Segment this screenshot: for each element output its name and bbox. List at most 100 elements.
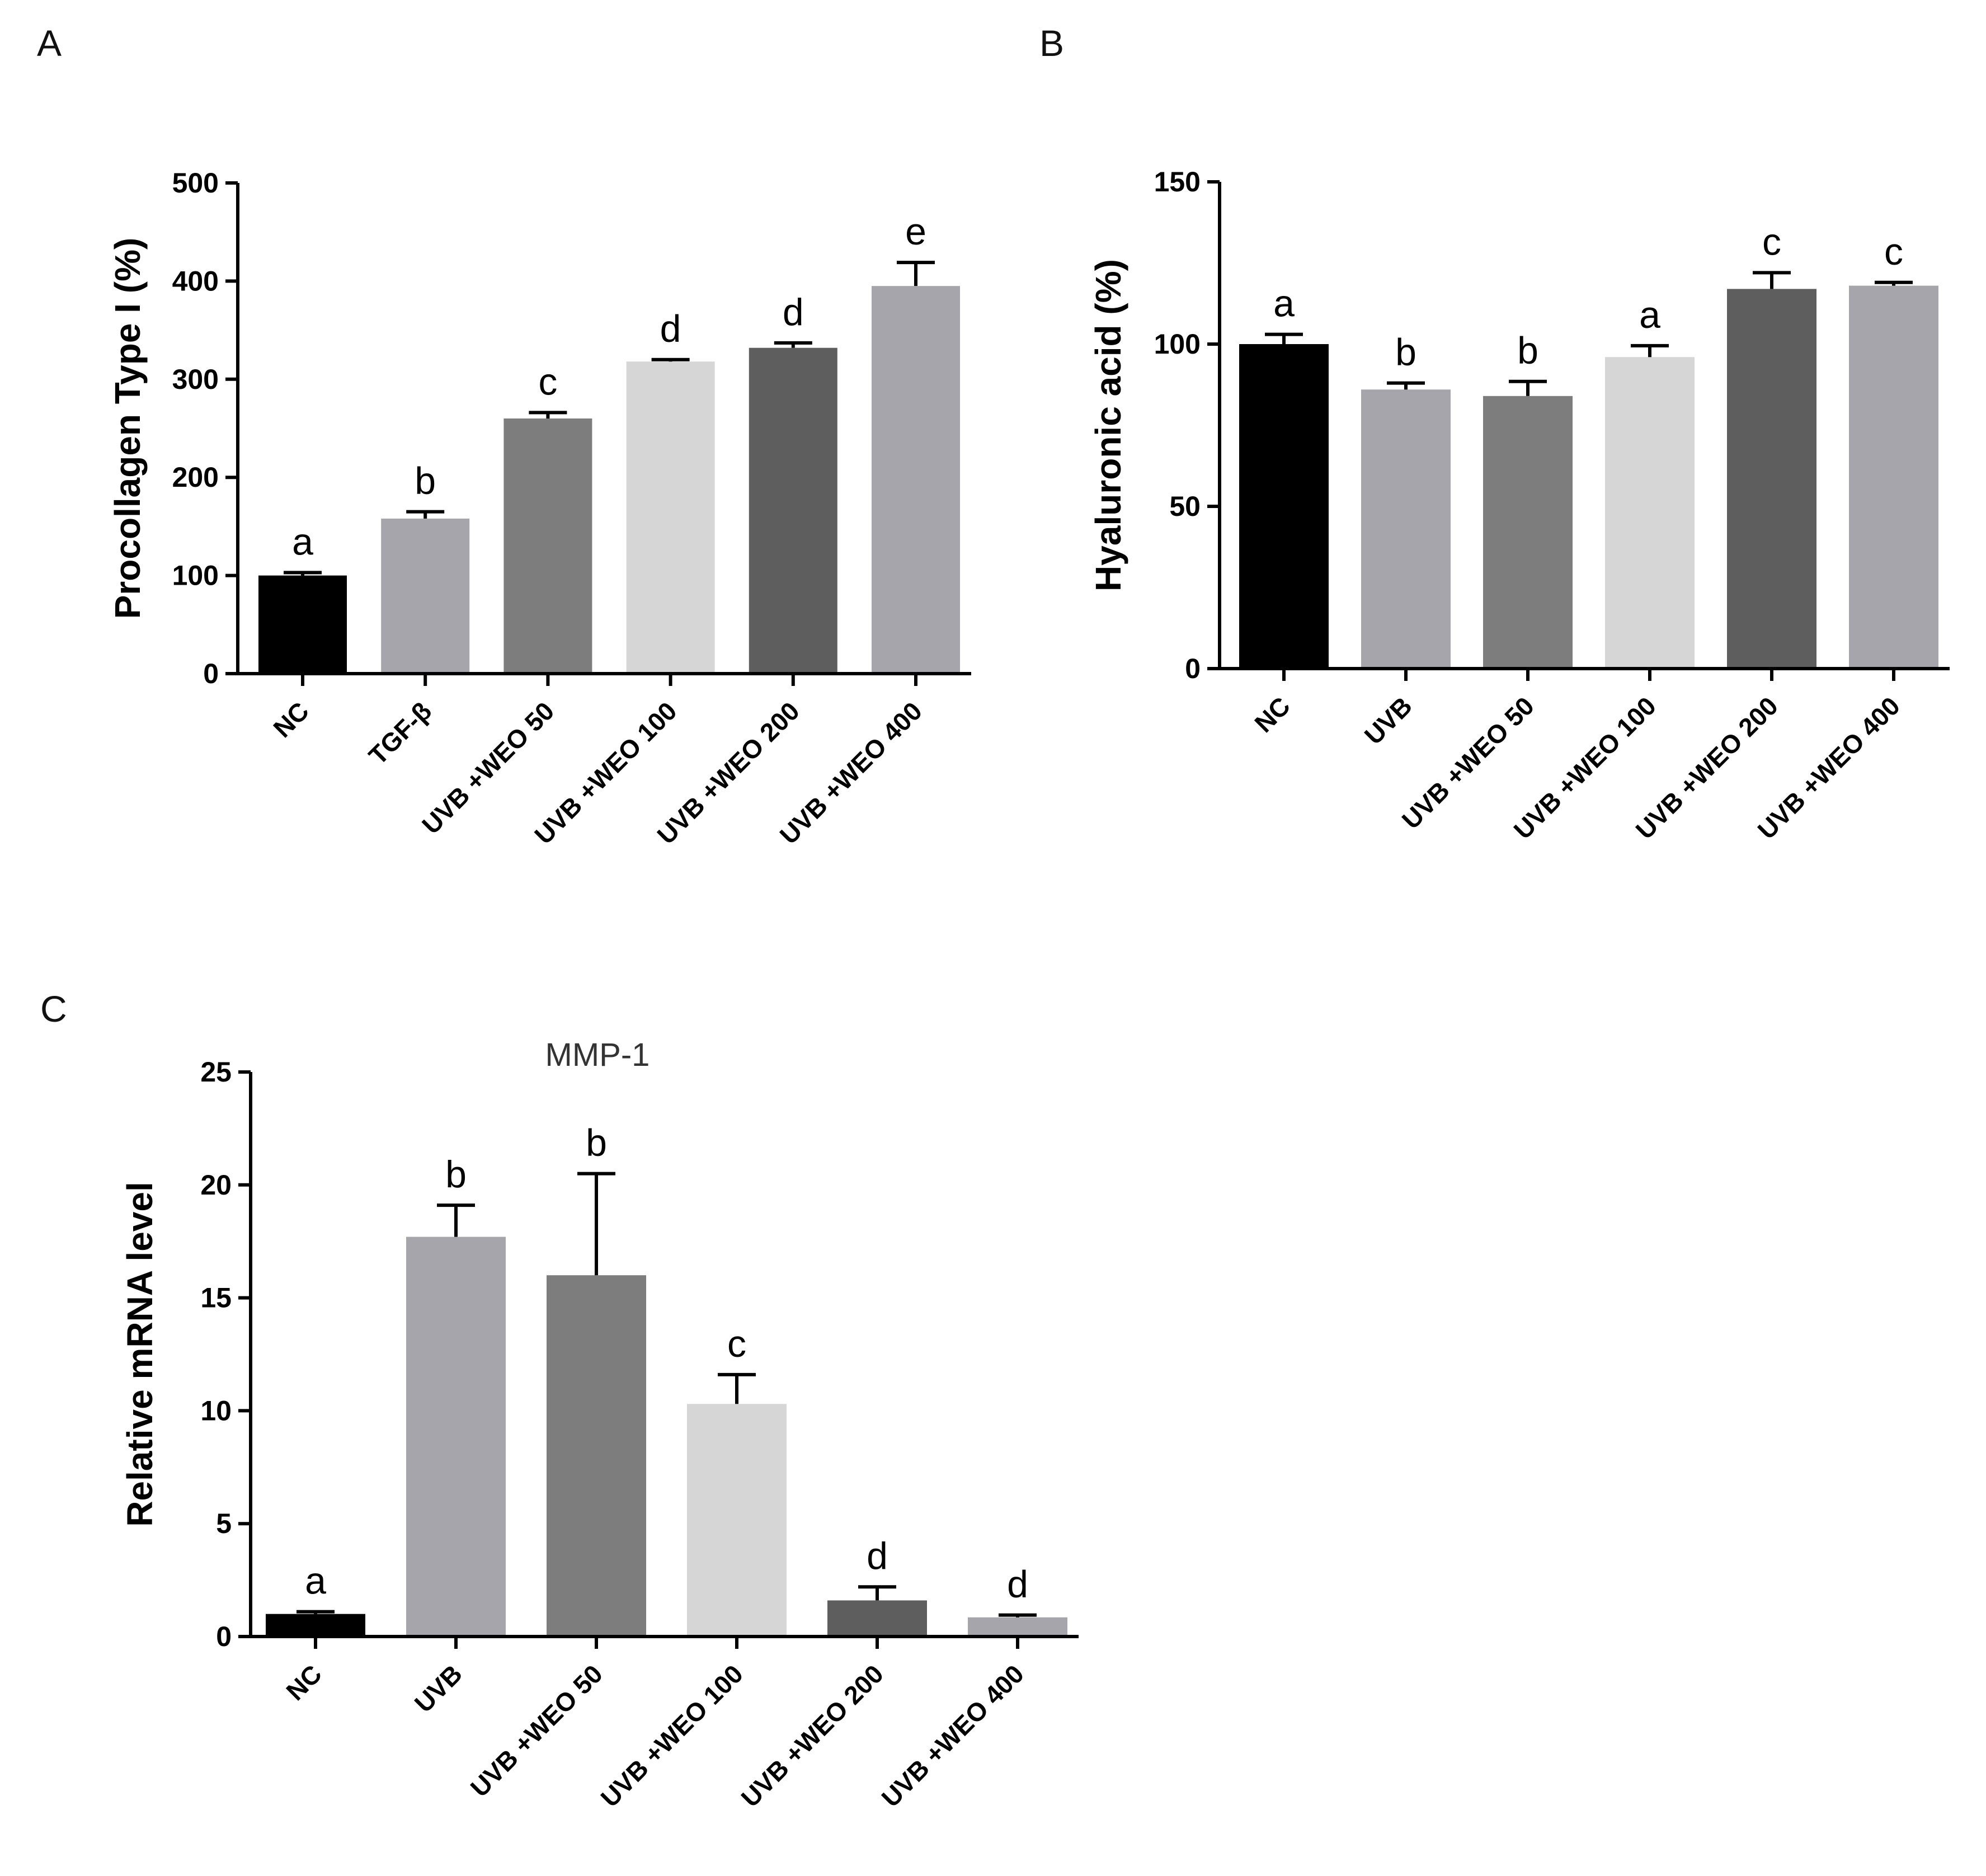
panel-c-category-label: UVB +WEO 50	[465, 1659, 608, 1802]
panel-b-significance-label: c	[1884, 231, 1903, 273]
panel-a-significance-label: d	[783, 291, 804, 333]
panel-c-error-bar	[437, 1203, 475, 1237]
panel-c-y-tick-label: 10	[200, 1395, 232, 1426]
panel-a-error-bar	[897, 261, 935, 286]
panel-b-error-bar	[1387, 381, 1425, 390]
panel-c-category-label: UVB	[409, 1659, 468, 1718]
panel-a-error-bar	[406, 510, 445, 519]
panel-a-significance-label: c	[538, 360, 557, 403]
panel-c-bar	[968, 1617, 1067, 1637]
panel-c-category-label: UVB +WEO 400	[876, 1659, 1029, 1812]
panel-b-error-bar	[1265, 332, 1303, 344]
panel-a-bar	[749, 347, 837, 674]
panel-c: C MMP-1 Relative mRNA level 0 5 10 15 20 25 a…	[40, 988, 1079, 1813]
panel-a-category-label: UVB +WEO 50	[416, 696, 559, 839]
panel-b-y-axis-label: Hyaluronic acid (%)	[1088, 259, 1128, 591]
panel-a-bar	[258, 575, 347, 674]
panel-a-error-bar	[774, 341, 812, 348]
panel-a-error-bar	[529, 411, 567, 419]
panel-b-category-label: NC	[1249, 691, 1296, 738]
panel-a: A Procollagen Type I (%) 0 100 200 300 400 50…	[37, 22, 971, 850]
panel-c-significance-label: b	[586, 1122, 607, 1164]
panel-b-bar	[1849, 285, 1938, 669]
panel-a-error-bar	[284, 571, 322, 576]
panel-a-significance-label: e	[905, 210, 926, 253]
panel-b-axes	[1218, 182, 1950, 670]
panel-c-bar	[266, 1614, 365, 1637]
panel-c-bar	[406, 1236, 506, 1637]
panel-a-letter: A	[37, 22, 62, 64]
panel-b-bar	[1605, 357, 1695, 669]
panel-b-error-bar	[1509, 379, 1547, 396]
panel-b-y-ticks: 0 50 100 150	[1154, 166, 1220, 684]
panel-b-bar	[1239, 344, 1329, 669]
panel-c-y-tick-label: 0	[216, 1621, 232, 1652]
panel-b-category-label: UVB	[1359, 691, 1418, 750]
panel-a-category-label: NC	[267, 696, 314, 743]
panel-c-y-tick-label: 25	[200, 1056, 232, 1088]
panel-a-error-bar	[651, 358, 690, 362]
panel-b-y-tick-label: 100	[1154, 328, 1201, 360]
panel-a-y-tick-label: 300	[172, 364, 219, 395]
panel-c-y-ticks: 0 5 10 15 20 25	[200, 1056, 251, 1652]
panel-c-axis-lines	[249, 1072, 1079, 1638]
panel-c-bar	[547, 1275, 646, 1637]
panel-a-y-tick-label: 0	[203, 658, 219, 689]
panel-a-y-ticks: 0 100 200 300 400 500	[172, 167, 238, 689]
panel-a-bar	[503, 418, 592, 674]
panel-a-bars: a b c d d e	[258, 210, 960, 674]
panel-b-bar	[1727, 289, 1816, 669]
panel-c-category-label: NC	[280, 1659, 327, 1706]
panel-a-bar	[626, 361, 715, 674]
panel-a-significance-label: a	[292, 520, 313, 563]
panel-c-bar	[687, 1404, 787, 1637]
panel-a-y-axis-label: Procollagen Type I (%)	[107, 238, 148, 619]
panel-a-significance-label: b	[415, 460, 436, 502]
panel-a-bar	[872, 286, 960, 674]
panel-a-y-tick-label: 200	[172, 462, 219, 493]
panel-c-bar	[827, 1600, 927, 1637]
panel-a-axis-lines	[236, 183, 971, 675]
panel-a-y-tick-label: 500	[172, 167, 219, 199]
panel-c-category-label: UVB +WEO 200	[736, 1659, 889, 1812]
panel-c-letter: C	[40, 988, 67, 1029]
panel-c-error-bar	[718, 1372, 756, 1404]
panel-b-y-tick-label: 50	[1169, 491, 1201, 522]
panel-a-significance-label: d	[660, 308, 681, 350]
panel-c-axes	[249, 1072, 1079, 1638]
panel-b-bars: a b b a c c	[1239, 220, 1938, 669]
panel-c-category-label: UVB +WEO 100	[595, 1659, 749, 1812]
panel-b-significance-label: b	[1517, 330, 1538, 372]
panel-a-y-tick-label: 100	[172, 560, 219, 591]
panel-c-y-axis-label: Relative mRNA level	[120, 1182, 160, 1527]
panel-c-significance-label: d	[1007, 1563, 1028, 1606]
panel-b-axis-lines	[1218, 182, 1950, 670]
panel-b-significance-label: a	[1639, 294, 1660, 336]
panel-b-y-tick-label: 150	[1154, 166, 1201, 198]
panel-b-significance-label: b	[1395, 331, 1416, 374]
panel-a-bar	[381, 518, 470, 674]
panel-c-y-tick-label: 5	[216, 1508, 232, 1539]
panel-a-category-label: TGF-β	[363, 696, 437, 770]
panel-c-error-bar	[999, 1613, 1037, 1618]
panel-c-significance-label: d	[867, 1535, 888, 1577]
panel-c-error-bar	[577, 1172, 615, 1276]
panel-c-bars: a b b c d d	[266, 1122, 1067, 1637]
panel-b-letter: B	[1039, 22, 1064, 64]
panel-b-error-bar	[1631, 344, 1669, 358]
panel-a-y-tick-label: 400	[172, 265, 219, 297]
panel-c-error-bar	[858, 1585, 896, 1601]
panel-b-significance-label: a	[1273, 283, 1295, 325]
panel-c-title: MMP-1	[545, 1037, 650, 1073]
panel-c-error-bar	[297, 1610, 335, 1614]
panel-b-error-bar	[1875, 280, 1913, 286]
panel-b: B Hyaluronic acid (%) 0 50 100 150 a b b a c c N…	[1039, 22, 1950, 845]
panel-b-y-tick-label: 0	[1185, 653, 1201, 684]
panel-c-significance-label: c	[727, 1323, 746, 1365]
panel-c-significance-label: b	[445, 1153, 467, 1196]
panel-b-error-bar	[1753, 271, 1791, 289]
